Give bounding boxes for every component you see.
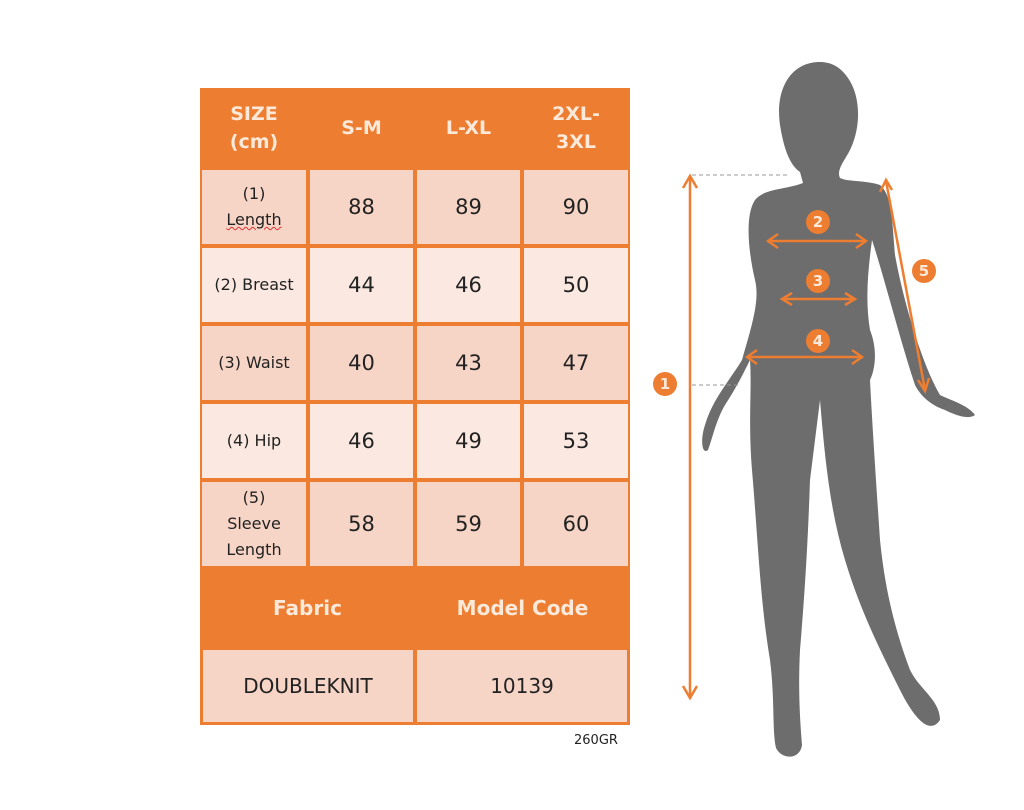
header-l-xl: L-XL bbox=[445, 117, 492, 139]
value-length-2xl-3xl: 90 bbox=[524, 170, 628, 244]
row-label-line: (5) bbox=[242, 488, 266, 507]
marker-3: 3 bbox=[806, 269, 830, 293]
header-2xl-3xl: 2XL-3XL bbox=[522, 88, 630, 168]
header-size: SIZE (cm) bbox=[200, 88, 308, 168]
value-hip-s-m: 46 bbox=[310, 404, 413, 478]
row-label-line: (4) Hip bbox=[226, 431, 282, 450]
header-2xl-3xl-label: 2XL-3XL bbox=[552, 103, 600, 153]
value-breast-l-xl: 46 bbox=[417, 248, 520, 322]
value-sleeve-length-2xl-3xl: 60 bbox=[524, 482, 628, 566]
row-label-line: (2) Breast bbox=[214, 275, 294, 294]
value-waist-2xl-3xl: 47 bbox=[524, 326, 628, 400]
measurement-arrows bbox=[681, 173, 931, 701]
value-breast-s-m: 44 bbox=[310, 248, 413, 322]
svg-text:3: 3 bbox=[813, 272, 823, 290]
row-label-length: (1) Length bbox=[202, 170, 306, 244]
svg-text:5: 5 bbox=[919, 262, 929, 280]
header-size-line: SIZE bbox=[230, 103, 278, 125]
guide-lines bbox=[692, 174, 788, 386]
value-sleeve-length-l-xl: 59 bbox=[417, 482, 520, 566]
fabric-value: DOUBLEKNIT bbox=[203, 650, 413, 722]
value-breast-2xl-3xl: 50 bbox=[524, 248, 628, 322]
model-code-header: Model Code bbox=[456, 596, 589, 620]
fabric-header: Fabric bbox=[273, 596, 342, 620]
marker-5: 5 bbox=[912, 259, 936, 283]
svg-text:2: 2 bbox=[813, 213, 823, 231]
value-waist-s-m: 40 bbox=[310, 326, 413, 400]
row-label-waist: (3) Waist bbox=[202, 326, 306, 400]
row-label-sleeve-length: (5) Sleeve Length bbox=[202, 482, 306, 566]
header-s-m: S-M bbox=[341, 117, 382, 139]
svg-text:4: 4 bbox=[813, 332, 823, 350]
fabric-weight-note: 260GR bbox=[574, 733, 618, 748]
woman-silhouette bbox=[702, 62, 975, 757]
row-label-line: Sleeve bbox=[227, 514, 281, 533]
value-length-s-m: 88 bbox=[310, 170, 413, 244]
row-label-line: Length bbox=[226, 210, 282, 229]
value-hip-2xl-3xl: 53 bbox=[524, 404, 628, 478]
size-chart-table: SIZE (cm) S-M L-XL 2XL-3XL (1) Length 88 89 9… bbox=[200, 88, 630, 725]
value-hip-l-xl: 49 bbox=[417, 404, 520, 478]
marker-2: 2 bbox=[806, 210, 830, 234]
row-label-line: Length bbox=[226, 540, 282, 559]
row-label-breast: (2) Breast bbox=[202, 248, 306, 322]
header-unit-line: (cm) bbox=[229, 131, 279, 153]
value-waist-l-xl: 43 bbox=[417, 326, 520, 400]
row-label-line: (3) Waist bbox=[218, 353, 290, 372]
row-label-line: (1) bbox=[242, 184, 266, 203]
marker-4: 4 bbox=[806, 329, 830, 353]
marker-1: 1 bbox=[653, 372, 677, 396]
value-sleeve-length-s-m: 58 bbox=[310, 482, 413, 566]
body-measurement-figure: 1 2 3 4 5 bbox=[653, 62, 975, 757]
row-label-hip: (4) Hip bbox=[202, 404, 306, 478]
model-code-value: 10139 bbox=[417, 650, 627, 722]
svg-text:1: 1 bbox=[660, 375, 670, 393]
value-length-l-xl: 89 bbox=[417, 170, 520, 244]
